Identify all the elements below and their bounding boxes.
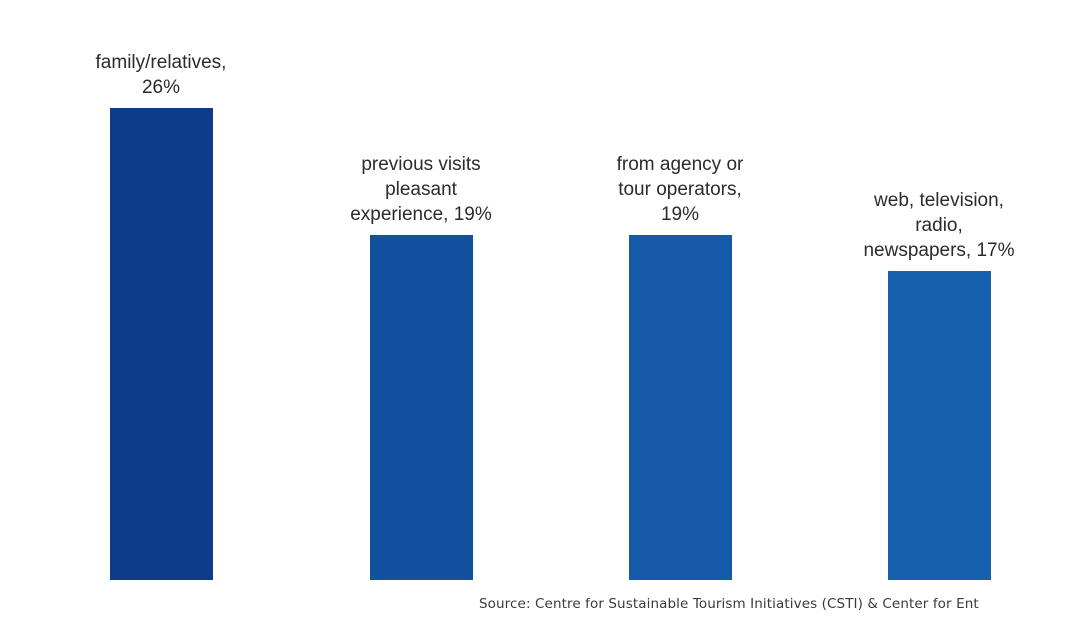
data-label-line: experience, 19% <box>306 202 536 227</box>
data-label-line: family/relatives, <box>46 50 276 75</box>
data-label-2: previous visits pleasant experience, 19% <box>306 152 536 227</box>
data-label-line: web, television, <box>824 188 1054 213</box>
data-label-line: pleasant <box>306 177 536 202</box>
data-label-line: from agency or <box>565 152 795 177</box>
data-label-4: web, television, radio, newspapers, 17% <box>824 188 1054 263</box>
chart-edge-mask <box>1038 0 1079 590</box>
data-label-line: previous visits <box>306 152 536 177</box>
bar-4 <box>888 271 991 580</box>
data-label-1: family/relatives, 26% <box>46 50 276 100</box>
data-label-line: radio, <box>824 213 1054 238</box>
bar-1 <box>110 108 213 580</box>
data-label-line: 19% <box>565 202 795 227</box>
data-label-line: newspapers, 17% <box>824 238 1054 263</box>
data-label-line: 26% <box>46 75 276 100</box>
data-label-3: from agency or tour operators, 19% <box>565 152 795 227</box>
source-note: Source: Centre for Sustainable Tourism I… <box>479 596 979 612</box>
bar-2 <box>370 235 473 580</box>
bar-3 <box>629 235 732 580</box>
data-label-line: tour operators, <box>565 177 795 202</box>
